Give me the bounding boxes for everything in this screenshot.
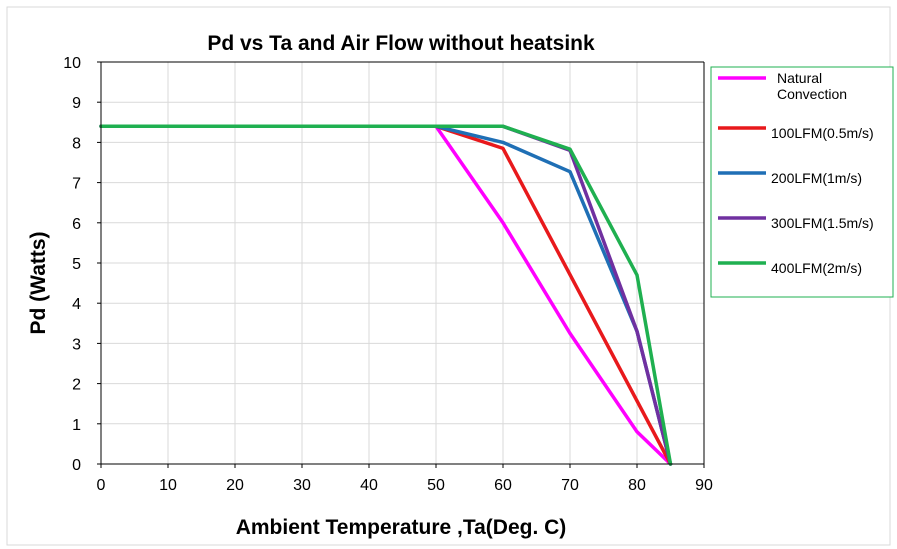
- y-tick-label: 7: [72, 176, 81, 193]
- y-tick-label: 10: [63, 55, 81, 72]
- y-axis-label: Pd (Watts): [27, 231, 50, 334]
- legend-label: Natural: [777, 70, 822, 86]
- y-tick-label: 5: [72, 256, 81, 273]
- y-tick-label: 2: [72, 377, 81, 394]
- y-tick-label: 0: [72, 457, 81, 474]
- x-tick-label: 60: [494, 477, 512, 494]
- y-tick-label: 1: [72, 417, 81, 434]
- y-tick-label: 9: [72, 95, 81, 112]
- y-tick-label: 6: [72, 216, 81, 233]
- x-tick-label: 50: [427, 477, 445, 494]
- x-axis-label: Ambient Temperature ,Ta(Deg. C): [236, 516, 567, 539]
- tick-labels: 0 10 20 30 40 50 60 70 80 90 0 1 2 3 4 5 6 7 8 9 10: [63, 55, 713, 494]
- y-tick-label: 8: [72, 135, 81, 152]
- series-lines: [99, 124, 673, 466]
- x-tick-label: 90: [695, 477, 713, 494]
- x-tick-label: 0: [97, 477, 106, 494]
- legend-label: Convection: [777, 86, 847, 102]
- axes: [97, 61, 705, 468]
- legend-label: 300LFM(1.5m/s): [771, 215, 874, 231]
- x-tick-label: 70: [561, 477, 579, 494]
- x-tick-label: 20: [226, 477, 244, 494]
- legend-label: 400LFM(2m/s): [771, 260, 862, 276]
- y-tick-label: 3: [72, 336, 81, 353]
- legend-label: 200LFM(1m/s): [771, 170, 862, 186]
- x-tick-label: 80: [628, 477, 646, 494]
- y-tick-label: 4: [72, 296, 81, 313]
- x-tick-label: 30: [293, 477, 311, 494]
- series-line-5: [99, 124, 673, 466]
- x-tick-label: 40: [360, 477, 378, 494]
- x-tick-label: 10: [159, 477, 177, 494]
- chart-title: Pd vs Ta and Air Flow without heatsink: [207, 32, 595, 55]
- legend-label: 100LFM(0.5m/s): [771, 125, 874, 141]
- legend-box: [710, 66, 894, 298]
